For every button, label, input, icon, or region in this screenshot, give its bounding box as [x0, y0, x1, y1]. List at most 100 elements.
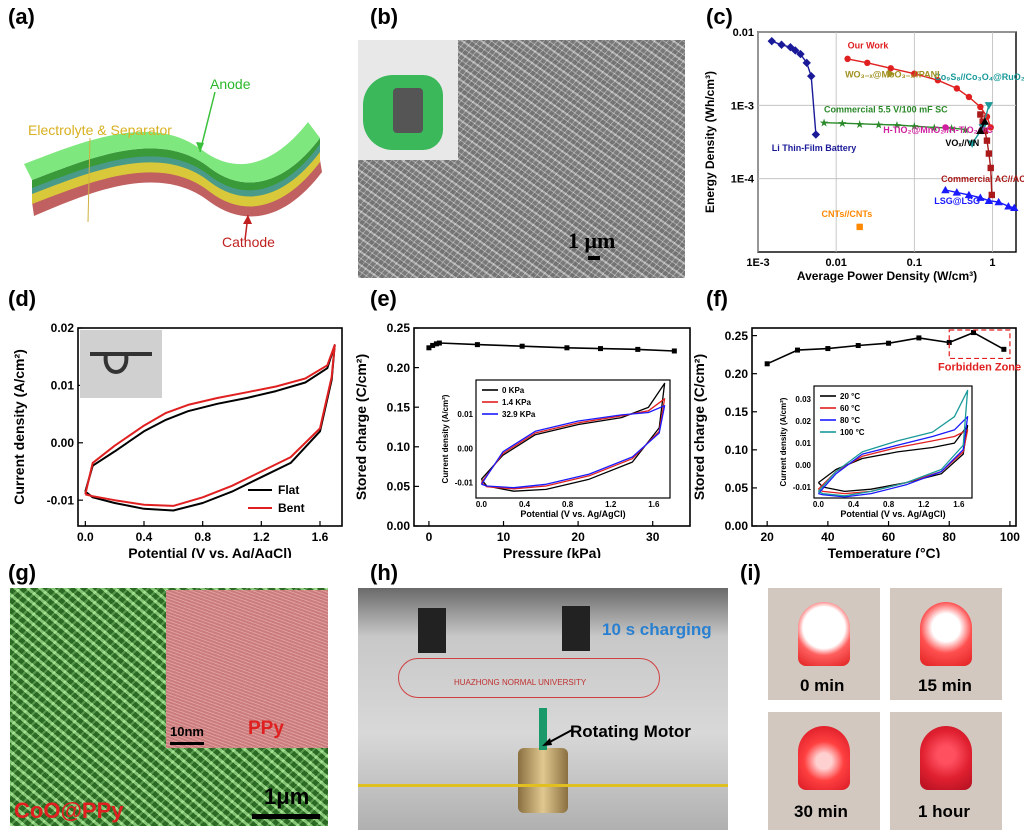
d-legend-label-0: Flat: [278, 483, 299, 497]
f-inset-ytick-3: 0.00: [795, 461, 811, 470]
c-point-0-5: [953, 85, 961, 92]
c-xtick-label-0: 1E-3: [746, 257, 769, 269]
f-forbidden-zone-label: Forbidden Zone: [938, 361, 1021, 373]
panel-label-c: (c): [706, 4, 733, 29]
e-point-0-1: [430, 342, 436, 348]
f-inset-legend-label-3: 100 °C: [840, 428, 865, 437]
d-xtick-label-1: 0.4: [136, 530, 153, 544]
motor-body: [518, 748, 568, 813]
e-point-0-2: [433, 341, 439, 347]
c-series-label-3: LSG@LSG: [934, 196, 980, 206]
c-point-9-0: [976, 126, 985, 134]
e-inset-xtick-1: 0.4: [519, 500, 531, 509]
device-photo-inset: [358, 40, 458, 160]
e-inset-legend-label-1: 1.4 KPa: [502, 398, 531, 407]
c-point-0-9: [987, 124, 994, 131]
e-ytick-label-5: 0.25: [387, 321, 411, 335]
tem-inset-image: [166, 590, 328, 748]
d-ytick-label-2: 0.00: [51, 436, 75, 450]
d-ytick-label-3: -0.01: [47, 493, 75, 507]
d-inset-photo: [80, 330, 162, 398]
led-time-0: 0 min: [800, 676, 845, 695]
panel-label-g: (g): [8, 560, 37, 585]
e-inset-ytick-1: 0.00: [457, 444, 473, 453]
e-inset-xtick-3: 1.2: [605, 500, 617, 509]
led-time-30: 30 min: [794, 802, 848, 821]
panel-label-b: (b): [370, 4, 399, 29]
panel-label-d: (d): [8, 286, 37, 311]
c-point-4-2: [981, 127, 989, 134]
c-point-1-4: [796, 49, 805, 59]
e-inset-xlabel: Potential (V vs. Ag/AgCl): [520, 509, 625, 519]
sem-scale-bar: [588, 256, 600, 260]
f-point-0-3: [855, 343, 861, 349]
c-point-5-0: [967, 140, 977, 148]
tem-scale-label: 10nm: [170, 724, 204, 739]
f-point-0-6: [946, 339, 952, 345]
c-point-0-3: [911, 70, 918, 77]
c-point-2-8: ★: [960, 124, 970, 136]
c-ytick-label-1: 1E-3: [731, 100, 754, 112]
e-xaxis-label: Pressure (kPa): [503, 545, 601, 558]
f-yaxis-label: Stored charge (C/cm²): [691, 354, 707, 500]
wire: [358, 784, 728, 787]
device-2: [562, 606, 590, 651]
c-point-3-3: [976, 193, 985, 201]
f-ytick-label-4: 0.20: [725, 367, 749, 381]
electrolyte-label: Electrolyte & Separator: [28, 122, 172, 138]
c-point-2-7: ★: [947, 123, 957, 135]
c-point-2-2: ★: [855, 119, 865, 131]
f-inset-xtick-1: 0.4: [848, 500, 860, 509]
e-point-0-3: [436, 340, 442, 346]
f-forbidden-zone-box: [948, 329, 1011, 360]
university-name: HUAZHONG NORMAL UNIVERSITY: [454, 678, 587, 687]
f-inset-xlabel: Potential (V vs. Ag/AgCl): [840, 509, 945, 519]
temperature-chart: 20 40 60 80 100 0.00 0.05 0.10 0.15 0.20 0.25 Tempe…: [691, 327, 1021, 558]
university-banner: [398, 658, 660, 698]
e-xtick-label-3: 30: [646, 530, 660, 544]
e-inset-series-line-1: [480, 398, 666, 490]
d-yaxis-label: Current density (A/cm²): [11, 349, 27, 505]
f-inset-ytick-4: -0.01: [793, 483, 812, 492]
f-point-0-4: [886, 340, 892, 346]
d-xtick-label-0: 0.0: [77, 530, 94, 544]
f-point-0-1: [795, 347, 801, 353]
e-inset-ylabel: Current density (A/cm²): [441, 394, 450, 483]
c-ytick-label-2: 1E-4: [731, 174, 755, 186]
f-point-0-7: [971, 330, 977, 336]
coo-ppy-label: CoO@PPy: [14, 798, 124, 823]
f-inset-series-line-3: [817, 389, 969, 497]
e-inset-ytick-0: 0.01: [457, 410, 473, 419]
c-point-3-4: [984, 196, 994, 204]
c-point-8-0: [856, 223, 863, 231]
c-yaxis-label: Energy Density (Wh/cm³): [703, 71, 717, 213]
e-point-0-9: [671, 348, 677, 354]
f-inset-legend-label-0: 20 °C: [840, 392, 860, 401]
e-xtick-label-2: 20: [571, 530, 585, 544]
f-point-0-2: [825, 346, 831, 352]
e-point-0-6: [564, 345, 570, 351]
f-point-0-5: [916, 335, 922, 341]
e-yaxis-label: Stored charge (C/cm²): [353, 354, 369, 500]
c-series-label-4: Commercial AC//AC: [941, 174, 1024, 184]
d-xtick-label-3: 1.2: [253, 530, 270, 544]
c-point-1-1: [777, 40, 786, 49]
anode-label: Anode: [210, 76, 251, 92]
led-time-60: 1 hour: [918, 802, 970, 821]
f-inset-series-line-1: [817, 429, 969, 495]
f-inset-ytick-0: 0.03: [795, 395, 811, 404]
e-ytick-label-3: 0.15: [387, 400, 411, 414]
f-inset-xtick-3: 1.2: [918, 500, 930, 509]
panel-label-e: (e): [370, 286, 397, 311]
g-scale-bar: [252, 814, 320, 819]
f-point-0-8: [1001, 346, 1007, 352]
c-point-3-2: [964, 190, 974, 199]
e-ytick-label-0: 0.00: [387, 519, 411, 533]
f-point-0-0: [764, 361, 770, 367]
panel-label-h: (h): [370, 560, 399, 585]
c-point-3-5: [994, 197, 1003, 206]
d-xaxis-label: Potential (V vs. Ag/AgCl): [128, 545, 292, 558]
led-photo-1hour: [890, 712, 1002, 830]
anode-top-surface: [24, 122, 320, 183]
motor-shaft: [539, 708, 547, 750]
